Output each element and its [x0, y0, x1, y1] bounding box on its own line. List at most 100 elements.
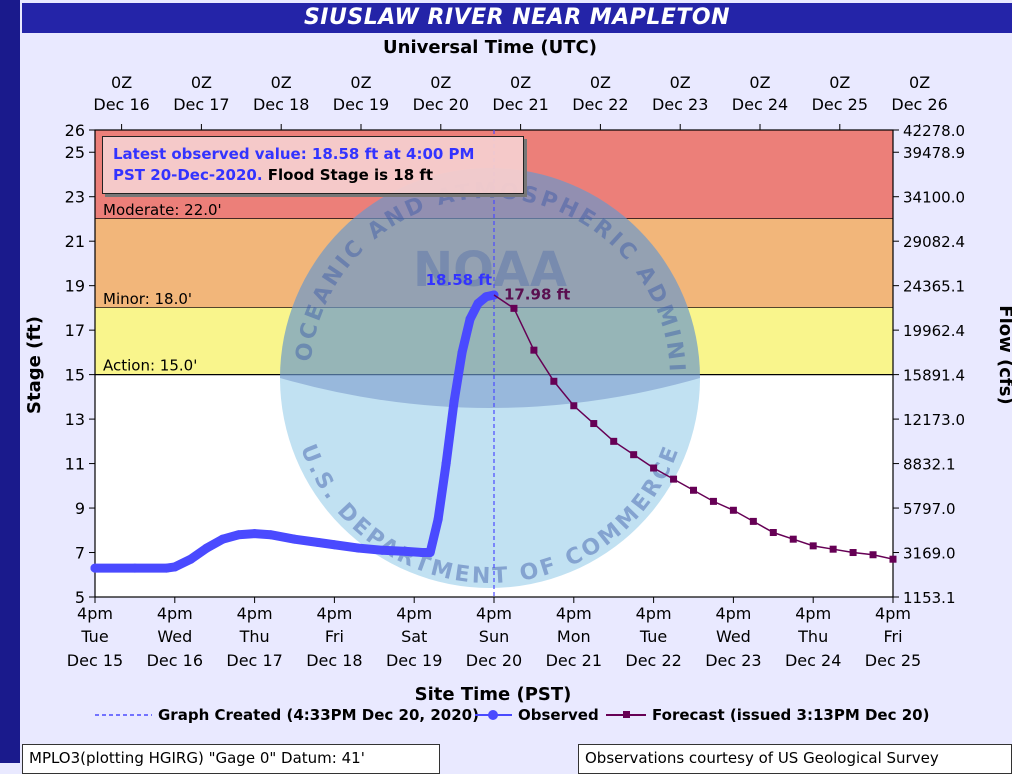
forecast-point [769, 529, 777, 537]
observed-point [441, 459, 451, 469]
top-tick-label-time: 0Z [670, 73, 691, 92]
bottom-tick-label-day: Sat [401, 627, 427, 646]
observed-point [377, 545, 387, 555]
bottom-tick-label-date: Dec 24 [785, 651, 841, 670]
y-tick-label: 11 [65, 455, 85, 474]
bottom-tick-label-day: Tue [639, 627, 667, 646]
y-tick-label: 15 [65, 366, 85, 385]
flow-tick-label: 29082.4 [903, 233, 965, 251]
y-tick-label: 25 [65, 143, 85, 162]
top-tick-label-time: 0Z [829, 73, 850, 92]
observed-point [449, 396, 459, 406]
bottom-tick-label-day: Thu [239, 627, 270, 646]
legend-created-label: Graph Created (4:33PM Dec 20, 2020) [158, 706, 479, 724]
forecast-point [829, 545, 837, 553]
top-tick-label-date: Dec 22 [572, 95, 628, 114]
top-tick-label-date: Dec 18 [253, 95, 309, 114]
top-tick-label-date: Dec 24 [732, 95, 788, 114]
forecast-point [510, 304, 518, 312]
forecast-point [709, 497, 717, 505]
observed-point [186, 554, 196, 564]
observed-point [433, 514, 443, 524]
top-tick-label-date: Dec 23 [652, 95, 708, 114]
forecast-point [630, 451, 638, 459]
observed-point [457, 347, 467, 357]
flow-tick-label: 12173.0 [903, 411, 965, 429]
observed-point [290, 534, 299, 544]
y-tick-label: 21 [65, 232, 85, 251]
forecast-point [670, 475, 678, 483]
observed-point [218, 534, 228, 544]
bottom-tick-label-time: 4pm [396, 604, 432, 623]
observed-point [170, 562, 180, 572]
bottom-tick-label-time: 4pm [237, 604, 273, 623]
bottom-tick-label-day: Tue [80, 627, 108, 646]
forecast-point [729, 506, 737, 514]
y-tick-label: 9 [75, 499, 85, 518]
annotation-line1: Latest observed value: 18.58 ft at 4:00 … [113, 145, 475, 163]
observed-point [417, 548, 427, 558]
top-tick-label-time: 0Z [590, 73, 611, 92]
observed-point [234, 530, 244, 540]
flow-tick-label: 5797.0 [903, 500, 956, 518]
legend-observed-swatch-marker [488, 710, 498, 720]
top-tick-label-date: Dec 19 [333, 95, 389, 114]
forecast-point [849, 549, 857, 557]
axis-ticks: 5 7 9 11 13 15 17 19 21 23 25 26 1153.1 3169.0 5797.0 8… [65, 73, 965, 670]
bottom-tick-label-date: Dec 25 [865, 651, 921, 670]
forecast-point [889, 555, 897, 563]
bottom-tick-label-day: Fri [883, 627, 902, 646]
watermark-logo-text: NOAA [413, 242, 567, 298]
top-tick-label-date: Dec 20 [413, 95, 469, 114]
bottom-tick-label-time: 4pm [795, 604, 831, 623]
observed-point [250, 529, 260, 539]
point-label: 17.98 ft [504, 285, 570, 303]
chart-title: SIUSLAW RIVER NEAR MAPLETON [22, 3, 1012, 33]
flow-tick-label: 19962.4 [903, 322, 965, 340]
series: 18.58 ft 17.98 ft [90, 130, 897, 597]
y2-axis-title: Flow (cfs) [995, 305, 1012, 404]
flow-tick-label: 1153.1 [903, 589, 956, 607]
top-tick-label-time: 0Z [271, 73, 292, 92]
bottom-tick-label-day: Wed [716, 627, 751, 646]
y-tick-label: 13 [65, 410, 85, 429]
observed-point [130, 563, 140, 573]
bottom-axis-title: Site Time (PST) [415, 684, 572, 705]
observed-point [202, 543, 212, 553]
forecast-point [749, 517, 757, 525]
legend-forecast-label: Forecast (issued 3:13PM Dec 20) [652, 706, 929, 724]
forecast-point [590, 420, 598, 428]
top-tick-label-date: Dec 17 [173, 95, 229, 114]
forecast-point [690, 486, 697, 494]
top-tick-label-date: Dec 25 [812, 95, 868, 114]
y-tick-label: 17 [65, 321, 85, 340]
flow-tick-label: 3169.0 [903, 545, 956, 563]
y-tick-label: 19 [65, 277, 85, 296]
bottom-tick-label-date: Dec 18 [306, 651, 362, 670]
annotation-line2b: Flood Stage is 18 ft [267, 166, 434, 184]
top-tick-label-time: 0Z [191, 73, 212, 92]
watermark-disc [280, 168, 700, 588]
observed-point [353, 543, 363, 553]
point-label: 18.58 ft [426, 271, 492, 289]
bottom-tick-label-day: Mon [557, 627, 591, 646]
top-tick-label-time: 0Z [350, 73, 371, 92]
observed-point [266, 530, 276, 540]
top-tick-label-time: 0Z [909, 73, 930, 92]
forecast-point [809, 542, 817, 550]
y-tick-label: 26 [65, 121, 85, 140]
flow-tick-label: 42278.0 [903, 122, 965, 140]
forecast-point [610, 437, 618, 445]
flow-tick-label: 15891.4 [903, 367, 965, 385]
flood-label-action: Action: 15.0' [103, 357, 197, 375]
observed-point [313, 538, 323, 548]
watermark-bird-shape [280, 168, 700, 408]
observed-point [90, 563, 100, 573]
bottom-tick-label-date: Dec 21 [546, 651, 602, 670]
forecast-point [530, 346, 538, 354]
bottom-tick-label-time: 4pm [476, 604, 512, 623]
datum-footer-box: MPLO3(plotting HGIRG) "Gage 0" Datum: 41… [22, 744, 440, 774]
top-tick-label-date: Dec 16 [93, 95, 149, 114]
observed-point [425, 548, 435, 558]
forecast-point [789, 535, 797, 543]
